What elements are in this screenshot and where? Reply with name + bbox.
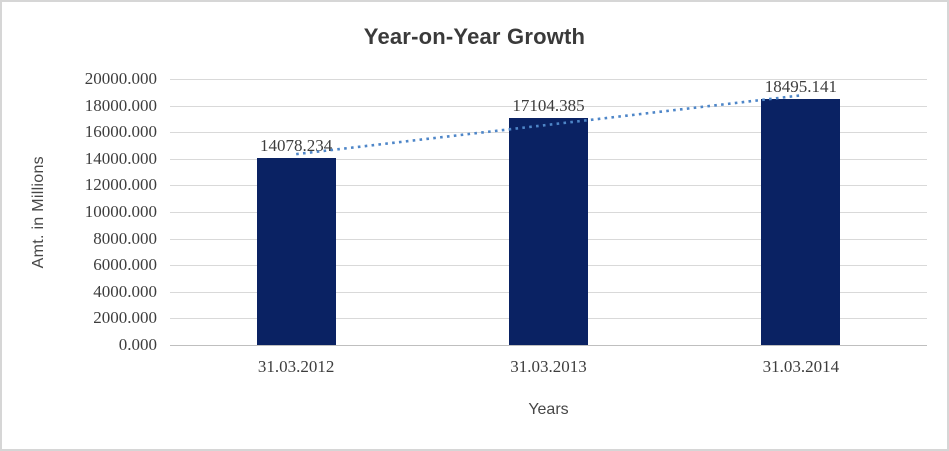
bar-data-label: 18495.141 (764, 77, 837, 97)
gridline (170, 105, 927, 107)
y-tick-label: 8000.000 (93, 228, 157, 248)
y-tick-label: 12000.000 (84, 175, 157, 195)
x-axis-line (170, 345, 927, 346)
y-tick-label: 2000.000 (93, 308, 157, 328)
x-category-label: 31.03.2013 (510, 357, 587, 376)
y-tick-label: 10000.000 (84, 202, 157, 221)
x-axis-tick-labels: 31.03.2012 31.03.2013 31.03.2014 (170, 357, 927, 379)
bar-data-label: 14078.234 (260, 135, 333, 155)
y-tick-label: 20000.000 (84, 69, 157, 88)
bar (761, 99, 841, 345)
bar (256, 157, 336, 345)
x-category-label: 31.03.2012 (257, 357, 335, 376)
y-tick-label: 18000.000 (84, 95, 157, 115)
bar-data-label: 17104.385 (512, 95, 585, 115)
y-tick-label: 6000.000 (93, 255, 157, 275)
y-tick-label: 4000.000 (93, 281, 157, 301)
gridline (170, 79, 927, 80)
x-category-label: 31.03.2014 (762, 357, 840, 376)
chart-title: Year-on-Year Growth (363, 24, 586, 49)
y-tick-label: 16000.000 (84, 122, 157, 142)
trendline (296, 94, 801, 156)
y-axis-tick-labels: 20000.000 18000.000 16000.000 14000.000 1200… (2, 69, 157, 354)
y-tick-label: 14000.000 (84, 148, 157, 168)
y-tick-label: 0.000 (118, 335, 157, 354)
bar (509, 117, 588, 345)
x-axis-title: Years (528, 401, 569, 418)
plot-area: 14078.234 17104.385 18495.141 (170, 77, 927, 346)
